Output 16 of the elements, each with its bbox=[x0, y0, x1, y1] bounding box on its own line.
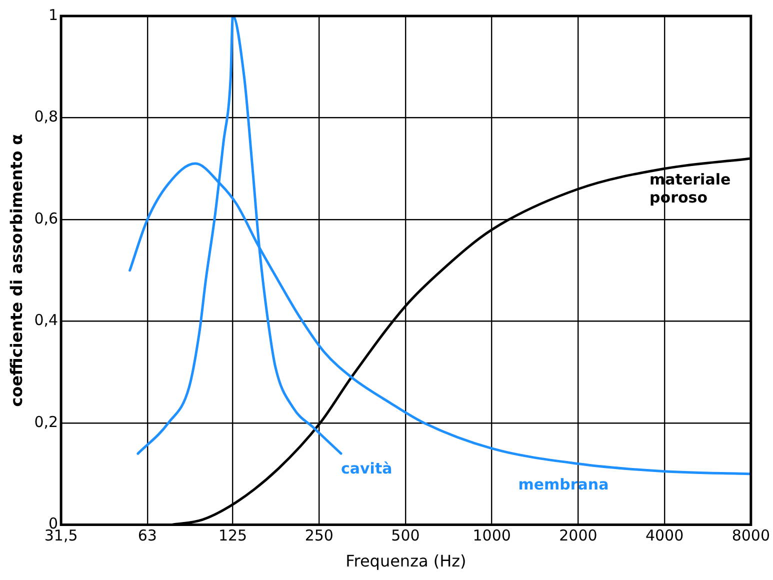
y-tick-label: 1 bbox=[48, 6, 58, 24]
y-axis-title: coefficiente di assorbimento α bbox=[6, 134, 26, 407]
x-tick-label: 500 bbox=[391, 526, 420, 545]
series-label: cavità bbox=[341, 459, 392, 478]
x-tick-label: 2000 bbox=[559, 526, 598, 545]
y-tick-label: 0,2 bbox=[34, 412, 58, 431]
x-tick-label: 250 bbox=[304, 526, 334, 545]
y-tick-label: 0,6 bbox=[34, 209, 58, 228]
x-tick-label: 8000 bbox=[732, 526, 770, 545]
y-tick-label: 0,4 bbox=[34, 311, 58, 330]
y-tick-label: 0,8 bbox=[34, 108, 58, 126]
x-tick-label: 4000 bbox=[645, 526, 684, 545]
x-tick-label: 125 bbox=[218, 526, 248, 545]
x-tick-label: 63 bbox=[138, 526, 157, 545]
x-tick-label: 1000 bbox=[472, 526, 511, 545]
x-axis-title: Frequenza (Hz) bbox=[346, 552, 466, 571]
